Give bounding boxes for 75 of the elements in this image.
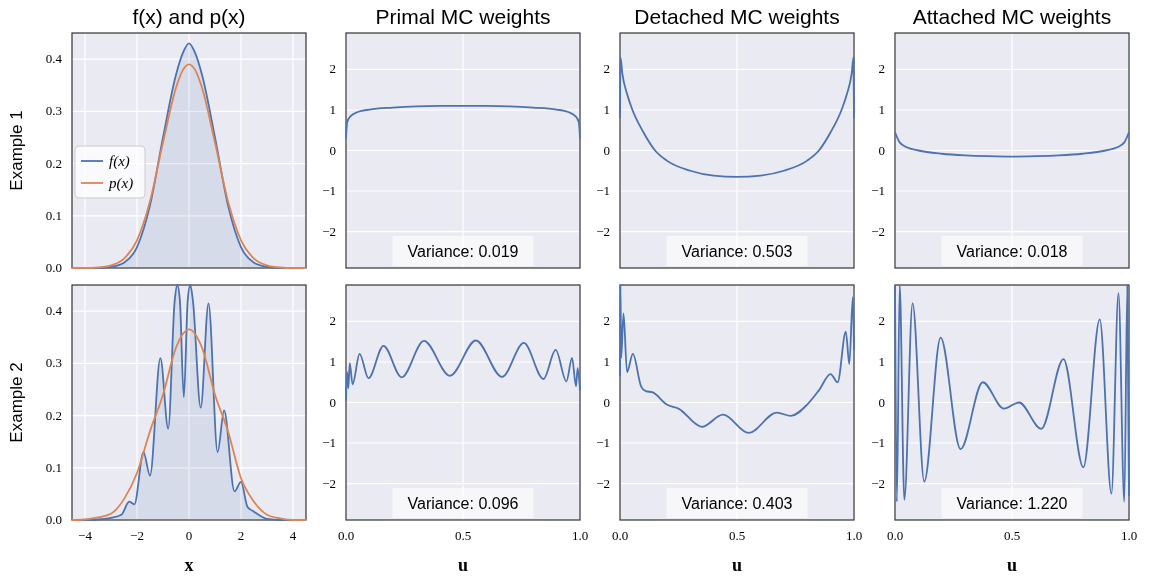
- y-tick-label: 0.3: [45, 355, 62, 371]
- y-tick-label: 0: [329, 394, 336, 410]
- x-axis-title: u: [457, 555, 469, 575]
- line-series: [345, 105, 581, 140]
- y-tick-label: −2: [322, 475, 336, 491]
- annotation: Variance: 0.503: [681, 243, 793, 260]
- x-tick-label: 0.5: [454, 528, 472, 543]
- y-tick-label: 0: [878, 142, 885, 158]
- annotation: Variance: 0.018: [956, 243, 1068, 260]
- y-tick-label: 0.3: [45, 103, 62, 119]
- line-series: [894, 131, 1130, 158]
- y-tick-label: 2: [329, 313, 336, 329]
- y-tick-label: 2: [603, 61, 610, 77]
- chart-title: Primal MC weights: [375, 5, 551, 28]
- y-tick-label: 0.0: [45, 512, 62, 527]
- x-axis-title: u: [731, 555, 743, 575]
- y-tick-label: 0.2: [45, 155, 62, 171]
- y-tick-label: 0.4: [45, 51, 63, 67]
- chart-title: Attached MC weights: [912, 5, 1112, 28]
- annotation: Variance: 1.220: [956, 495, 1068, 512]
- x-tick-label: 0: [185, 528, 193, 543]
- y-axis-title: Example 1: [7, 110, 26, 191]
- y-tick-label: −2: [871, 475, 885, 491]
- y-tick-label: 2: [878, 61, 885, 77]
- y-tick-label: 0.2: [45, 407, 62, 423]
- y-tick-label: −2: [322, 223, 336, 239]
- y-axis-title: Example 2: [7, 362, 26, 443]
- y-tick-label: 1: [603, 101, 610, 117]
- x-tick-label: 4: [289, 528, 297, 543]
- y-tick-label: 1: [878, 353, 885, 369]
- y-tick-label: 0: [878, 394, 885, 410]
- x-tick-label: 1.0: [845, 528, 863, 543]
- x-axis-title: u: [1006, 555, 1018, 575]
- y-tick-label: 0.1: [45, 459, 62, 475]
- y-tick-label: 1: [878, 101, 885, 117]
- y-tick-label: 1: [329, 101, 336, 117]
- y-tick-label: 0.4: [45, 303, 63, 319]
- y-tick-label: 2: [603, 313, 610, 329]
- line-series: [345, 339, 581, 402]
- y-tick-label: −2: [871, 223, 885, 239]
- legend-label: f(x): [109, 153, 130, 170]
- line-series: [619, 56, 855, 178]
- y-tick-label: 0: [329, 142, 336, 158]
- y-tick-label: 1: [603, 353, 610, 369]
- y-tick-label: 2: [329, 61, 336, 77]
- annotation: Variance: 0.403: [681, 495, 793, 512]
- chart-title: f(x) and p(x): [132, 5, 246, 28]
- y-tick-label: −2: [596, 223, 610, 239]
- y-tick-label: 0.1: [45, 207, 62, 223]
- x-tick-label: −2: [130, 528, 144, 543]
- y-tick-label: −1: [596, 435, 610, 451]
- y-tick-label: 2: [878, 313, 885, 329]
- y-tick-label: −2: [596, 475, 610, 491]
- line-series: [71, 328, 307, 521]
- y-tick-label: −1: [871, 183, 885, 199]
- x-tick-label: 0.5: [728, 528, 746, 543]
- x-tick-label: 0.5: [1003, 528, 1021, 543]
- y-tick-label: 0.0: [45, 260, 62, 275]
- y-tick-label: 1: [329, 353, 336, 369]
- y-tick-label: −1: [871, 435, 885, 451]
- annotation: Variance: 0.096: [407, 495, 519, 512]
- x-tick-label: 1.0: [1120, 528, 1138, 543]
- x-tick-label: −4: [78, 528, 93, 543]
- x-axis-title: x: [184, 555, 194, 575]
- annotation: Variance: 0.019: [407, 243, 519, 260]
- y-tick-label: −1: [322, 183, 336, 199]
- x-tick-label: 2: [237, 528, 245, 543]
- y-tick-label: −1: [322, 435, 336, 451]
- legend-label: p(x): [108, 175, 134, 192]
- line-series: [619, 284, 855, 434]
- x-tick-label: 1.0: [571, 528, 589, 543]
- y-tick-label: 0: [603, 142, 610, 158]
- y-tick-label: −1: [596, 183, 610, 199]
- y-tick-label: 0: [603, 394, 610, 410]
- chart-title: Detached MC weights: [634, 5, 840, 28]
